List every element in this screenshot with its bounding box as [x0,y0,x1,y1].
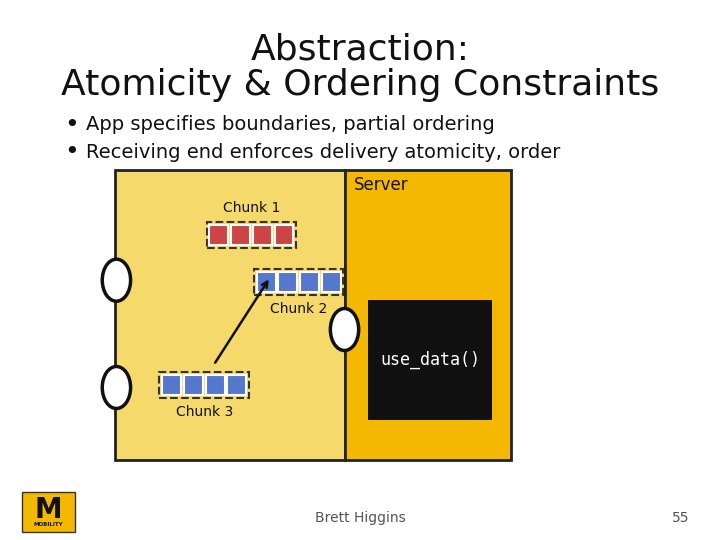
Bar [368,300,492,420]
Bar [256,272,276,292]
Bar [184,375,203,395]
Bar [22,492,75,532]
Bar [210,225,228,245]
Text: •: • [65,140,79,164]
Bar [253,225,271,245]
Text: Chunk 3: Chunk 3 [176,405,233,419]
Bar [344,170,511,460]
Bar [206,375,225,395]
Text: Chunk 1: Chunk 1 [222,201,280,215]
Bar [279,272,297,292]
Text: Server: Server [354,176,408,194]
Text: use_data(): use_data() [380,351,480,369]
Ellipse shape [102,367,130,408]
Text: Receiving end enforces delivery atomicity, order: Receiving end enforces delivery atomicit… [86,143,561,161]
Text: App specifies boundaries, partial ordering: App specifies boundaries, partial orderi… [86,116,495,134]
Text: 55: 55 [672,511,690,525]
Text: Atomicity & Ordering Constraints: Atomicity & Ordering Constraints [61,68,659,102]
Bar [231,225,250,245]
Ellipse shape [330,308,359,350]
Text: Brett Higgins: Brett Higgins [315,511,405,525]
Ellipse shape [102,259,130,301]
Text: •: • [65,113,79,137]
Bar [114,170,344,460]
Text: MOBILITY: MOBILITY [34,522,63,526]
Text: Chunk 2: Chunk 2 [270,302,328,316]
Bar [300,272,319,292]
Text: Abstraction:: Abstraction: [251,33,469,67]
Bar [274,225,294,245]
Text: M: M [35,496,62,524]
Bar [162,375,181,395]
Bar [228,375,246,395]
Bar [322,272,341,292]
